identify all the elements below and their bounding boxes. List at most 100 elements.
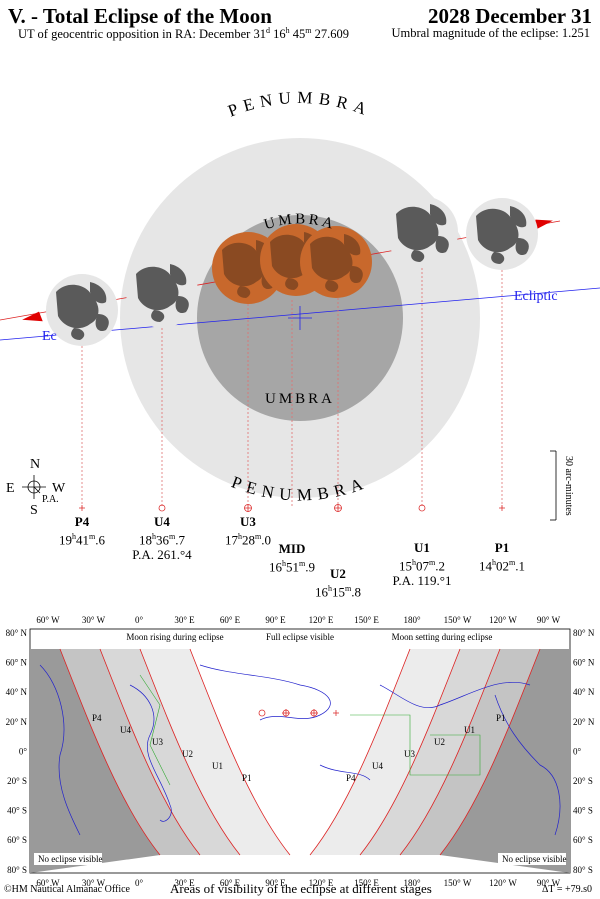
map-lat-label-left: 0°: [19, 746, 28, 756]
scale-label: 30 arc-minutes: [563, 456, 574, 516]
moon-p4: [46, 274, 118, 346]
visibility-curves: [59, 648, 541, 856]
moon-rising-label: Moon rising during eclipse: [126, 632, 223, 642]
curve-labels-right: P4 U4 U3 U2 U1 P1: [346, 713, 506, 783]
event-drop-lines: [81, 268, 503, 508]
map-lat-label-left: 20° N: [6, 717, 28, 727]
map-lon-bottom-label: 60° E: [220, 878, 241, 888]
event-p1: P1 14h02m.1: [479, 540, 525, 574]
full-eclipse-label: Full eclipse visible: [266, 632, 334, 642]
page-title: V. - Total Eclipse of the Moon: [8, 4, 272, 28]
borders: [139, 674, 481, 786]
event-u1: U1 15h07m.2 P.A. 119.°1: [392, 540, 452, 589]
scale-bar: 30 arc-minutes: [550, 450, 574, 521]
map-lon-bottom-label: 120° E: [309, 878, 334, 888]
map-lat-label-right: 40° N: [573, 687, 595, 697]
map-lon-top-label: 120° W: [489, 615, 517, 625]
map-lon-bottom-label: 90° E: [265, 878, 286, 888]
map-lon-top-label: 90° E: [265, 615, 286, 625]
map-lat-label-left: 40° N: [6, 687, 28, 697]
svg-text:P4: P4: [92, 713, 102, 723]
map-lat-label-right: 20° S: [573, 776, 593, 786]
moon-u2: [300, 226, 372, 298]
map-lat-label-right: 60° N: [573, 658, 595, 668]
coastlines: [39, 664, 561, 836]
penumbra-label-top: PENUMBRA: [225, 88, 374, 121]
svg-text:U2: U2: [434, 737, 445, 747]
map-lon-top-label: 90° W: [537, 615, 561, 625]
svg-text:P1: P1: [496, 713, 506, 723]
event-u2: U2 16h15m.8: [315, 566, 361, 600]
map-lon-bottom-label: 150° E: [354, 878, 379, 888]
map-lon-bottom-label: 60° W: [36, 878, 60, 888]
svg-text:U4: U4: [372, 761, 383, 771]
eclipse-date: 2028 December 31: [427, 4, 592, 28]
event-mid: MID 16h51m.9: [269, 541, 315, 575]
map-lat-label-left: 60° N: [6, 658, 28, 668]
moon-path-arrow-right: [535, 219, 553, 230]
map-lat-label-right: 40° S: [573, 806, 593, 816]
visibility-map: 60° W 30° W 0° 30° E 60° E 90° E 120° E 150° E 1…: [6, 615, 595, 888]
opposition-line: UT of geocentric opposition in RA: Decem…: [18, 26, 349, 42]
no-eclipse-region-right: [440, 649, 570, 873]
no-eclipse-left-label: No eclipse visible: [38, 854, 103, 864]
map-lon-top-label: 30° E: [174, 615, 195, 625]
delta-t: ΔT = +79.s0: [541, 884, 592, 895]
map-lon-top-label: 120° E: [309, 615, 334, 625]
event-p4: P4 19h41m.6: [59, 514, 105, 548]
svg-text:U1: U1: [212, 761, 223, 771]
map-lon-bottom-label: 30° W: [82, 878, 106, 888]
compass-e: E: [6, 481, 15, 496]
map-lon-bottom-label: 0°: [135, 878, 144, 888]
moon-path-arrow-left: [22, 311, 43, 322]
moon-u1: [386, 196, 458, 268]
no-eclipse-region-left: [30, 649, 160, 873]
svg-text:P4: P4: [346, 773, 356, 783]
map-event-markers: [258, 709, 339, 717]
map-lon-top: 60° W 30° W 0° 30° E 60° E 90° E 120° E 150° E 1…: [36, 615, 560, 625]
map-lat-label-right: 0°: [573, 746, 582, 756]
map-lat-label-right: 80° N: [573, 628, 595, 638]
map-lon-bottom-label: 180°: [403, 878, 421, 888]
svg-text:U3: U3: [152, 737, 163, 747]
compass-pa: P.A.: [42, 494, 59, 505]
map-lon-bottom-label: 30° E: [174, 878, 195, 888]
no-eclipse-right-label: No eclipse visible: [502, 854, 567, 864]
map-lon-top-label: 60° W: [36, 615, 60, 625]
compass-n: N: [30, 457, 40, 472]
map-lat-label-left: 80° S: [7, 865, 27, 875]
copyright: ©HM Nautical Almanac Office: [4, 884, 130, 895]
map-caption: Areas of visibility of the eclipse at di…: [170, 881, 432, 896]
map-lon-bottom-label: 120° W: [489, 878, 517, 888]
map-lon-top-label: 150° W: [444, 615, 472, 625]
moon-p1: [466, 198, 538, 270]
map-lat-label-right: 80° S: [573, 865, 593, 875]
map-lat-label-left: 80° N: [6, 628, 28, 638]
map-lat-label-left: 60° S: [7, 835, 27, 845]
map-lon-top-label: 180°: [403, 615, 421, 625]
event-markers: [79, 504, 505, 512]
map-lat-label-left: 20° S: [7, 776, 27, 786]
map-lat: 80° N 80° N 60° N 60° N 40° N 40° N 20° N 20° N…: [6, 628, 595, 875]
svg-text:U3: U3: [404, 749, 415, 759]
svg-text:U4: U4: [120, 725, 131, 735]
svg-text:P1: P1: [242, 773, 252, 783]
map-lon-top-label: 150° E: [354, 615, 379, 625]
map-lon-bottom: 60° W 30° W 0° 30° E 60° E 90° E 120° E 150° E 1…: [36, 878, 560, 888]
compass-s: S: [30, 503, 38, 518]
umbra-label-top: UMBRA: [262, 211, 338, 233]
map-lon-bottom-label: 90° W: [537, 878, 561, 888]
moon-setting-label: Moon setting during eclipse: [392, 632, 493, 642]
map-lon-bottom-label: 150° W: [444, 878, 472, 888]
compass: N S E W P.A.: [6, 457, 66, 518]
map-lat-label-left: 40° S: [7, 806, 27, 816]
umbral-magnitude: Umbral magnitude of the eclipse: 1.251: [391, 26, 590, 40]
svg-text:U1: U1: [464, 725, 475, 735]
map-lat-label-right: 20° N: [573, 717, 595, 727]
event-u3: U3 17h28m.0: [225, 514, 271, 548]
compass-w: W: [52, 481, 66, 496]
event-u4: U4 18h36m.7 P.A. 261.°4: [132, 514, 192, 563]
map-lat-label-right: 60° S: [573, 835, 593, 845]
eclipse-diagram: PENUMBRA PENUMBRA UMBRA UMBRA Ecliptic E…: [0, 88, 600, 521]
curve-labels-left: P4 U4 U3 U2 U1 P1: [92, 713, 252, 783]
